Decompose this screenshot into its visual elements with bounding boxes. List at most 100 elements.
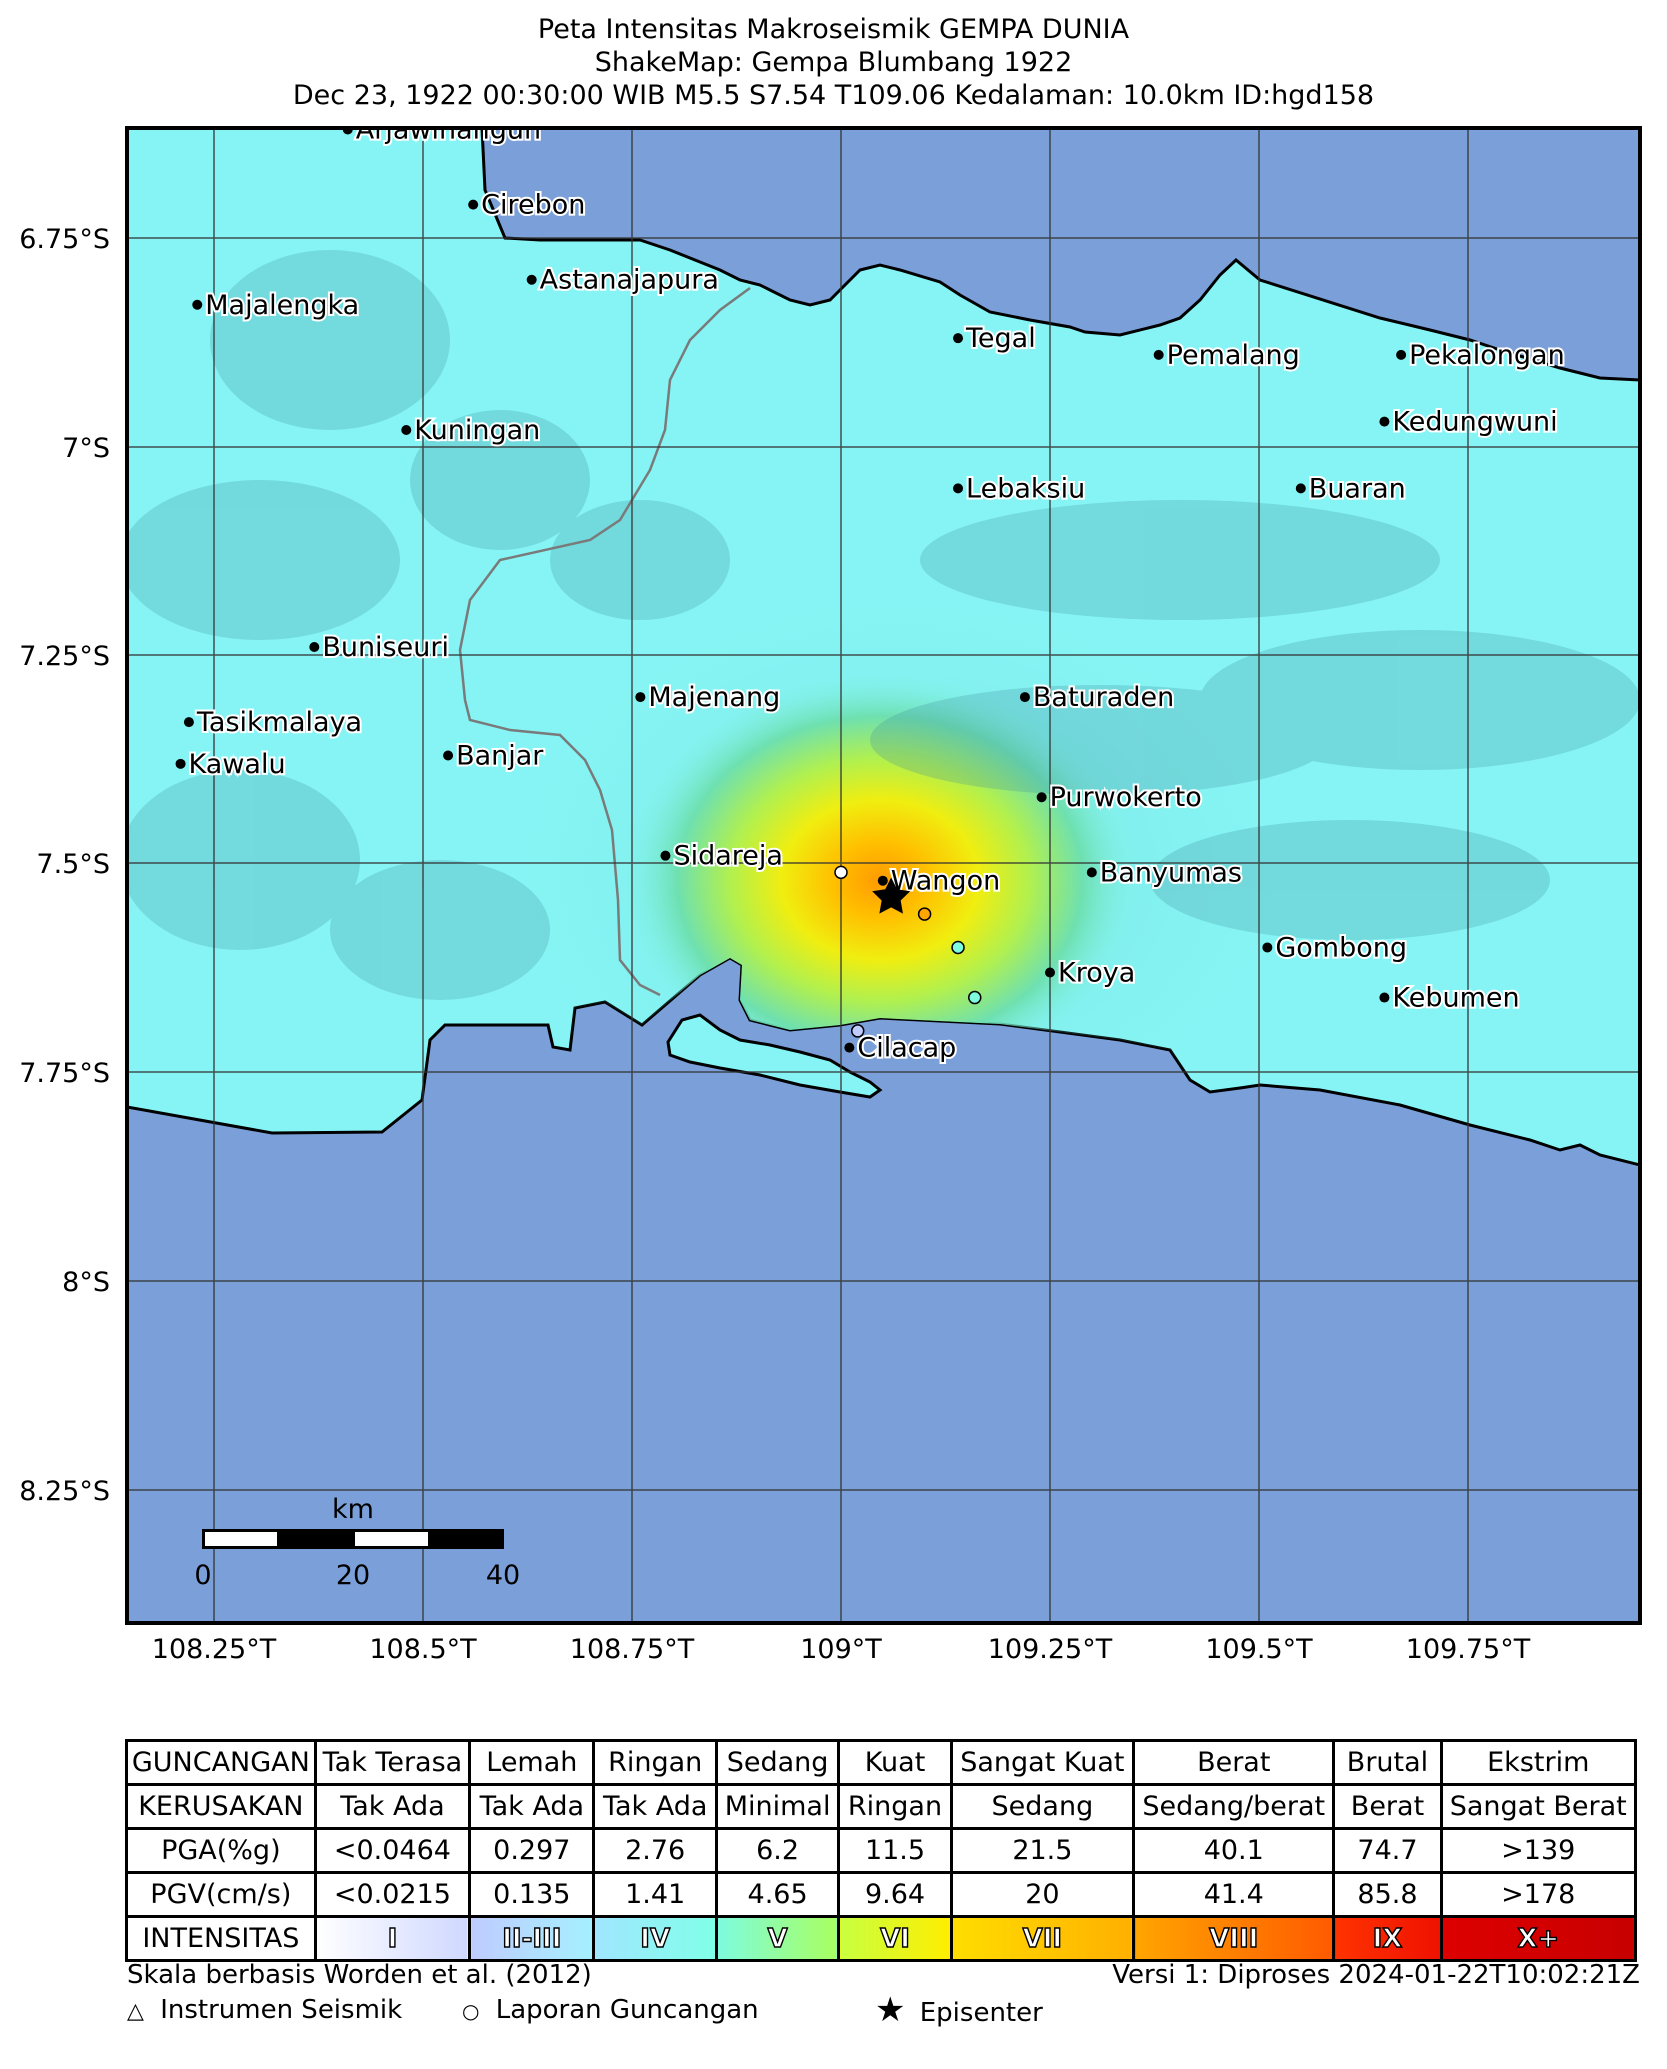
- instrument-label: Instrumen Seismik: [160, 1995, 403, 2025]
- report-marker: [850, 1024, 865, 1038]
- report-label: Laporan Guncangan: [495, 1995, 759, 2025]
- legend-cell: 6.2: [714, 1827, 841, 1874]
- triangle-icon: △: [127, 1999, 144, 2024]
- scale-tick-40: 40: [486, 1560, 520, 1591]
- legend-cell: <0.0215: [313, 1871, 472, 1918]
- city-dot: [660, 850, 671, 861]
- city-label: Kroya: [1058, 958, 1135, 989]
- report-marker: [968, 990, 982, 1005]
- legend-cell: Sangat Kuat: [949, 1739, 1136, 1786]
- city-dot: [526, 274, 537, 285]
- legend-report: ○ Laporan Guncangan: [462, 1995, 759, 2026]
- city-label: Lebaksiu: [966, 473, 1085, 504]
- report-marker: [834, 865, 848, 880]
- city-dot: [877, 875, 888, 886]
- legend-cell: Minimal: [714, 1783, 841, 1830]
- legend-cell: Tak Ada: [313, 1783, 472, 1830]
- legend-cell: Kuat: [837, 1739, 953, 1786]
- shakemap: Arjawinangun Cirebon Astanajapura Majalengk…: [19, 126, 1642, 1665]
- legend-cell: 40.1: [1132, 1827, 1336, 1874]
- city-dot: [1086, 867, 1097, 878]
- city-label: Majenang: [648, 682, 780, 713]
- legend-cell: 2.76: [592, 1827, 718, 1874]
- legend-cell: 1.41: [592, 1871, 718, 1918]
- scale-tick-20: 20: [336, 1560, 370, 1591]
- shaking-reports: [834, 865, 982, 1038]
- latitude-labels: 6.75°S 7°S 7.25°S 7.5°S 7.75°S 8°S 8.25°…: [19, 224, 110, 1507]
- city-labels: Arjawinangun Cirebon Astanajapura Majalengk…: [175, 128, 1567, 1066]
- event-info: Dec 23, 1922 00:30:00 WIB M5.5 S7.54 T10…: [292, 80, 1375, 111]
- scale-bar: km 0 20 40: [194, 1494, 520, 1591]
- city-dot: [1036, 792, 1047, 803]
- intensity-legend-table: GUNCANGAN Tak Terasa Lemah Ringan Sedang Kuat…: [125, 1739, 1638, 1962]
- lat-label: 8.25°S: [19, 1476, 110, 1507]
- city-label: Sidareja: [673, 841, 783, 872]
- lat-label: 7°S: [62, 433, 110, 464]
- legend-cell: 41.4: [1132, 1871, 1336, 1918]
- legend-cell: Ekstrim: [1439, 1739, 1638, 1786]
- city-label: Kedungwuni: [1392, 407, 1557, 438]
- city-label: Kebumen: [1392, 983, 1519, 1014]
- city-dot: [1379, 416, 1390, 427]
- province-border: [458, 286, 751, 997]
- legend-cell: 0.297: [468, 1827, 596, 1874]
- legend-cell: Berat: [1332, 1783, 1443, 1830]
- legend-cell: Ringan: [837, 1783, 953, 1830]
- star-icon: ★: [875, 1990, 906, 2030]
- intensity-swatch: X+: [1439, 1915, 1638, 1962]
- legend-instrument: △ Instrumen Seismik: [127, 1995, 402, 2027]
- city-label: Tasikmalaya: [196, 707, 362, 738]
- city-dot: [953, 483, 964, 494]
- city-label: Gombong: [1275, 932, 1407, 963]
- circle-icon: ○: [462, 1999, 480, 2023]
- city-label: Banjar: [456, 740, 544, 771]
- legend-cell: >139: [1439, 1827, 1638, 1874]
- intensity-swatch: VI: [837, 1915, 953, 1962]
- city-label: Cilacap: [857, 1033, 956, 1064]
- longitude-labels: 108.25°T 108.5°T 108.75°T 109°T 109.25°T…: [152, 1634, 1531, 1665]
- city-label: Buniseuri: [322, 632, 449, 663]
- lon-label: 109.5°T: [1205, 1634, 1313, 1665]
- legend-cell: Sedang: [949, 1783, 1136, 1830]
- legend-row-header: KERUSAKAN: [125, 1783, 317, 1830]
- legend-cell: Ringan: [592, 1739, 718, 1786]
- lat-label: 6.75°S: [19, 224, 110, 255]
- city-dot: [468, 199, 479, 210]
- legend-row: PGA(%g) <0.0464 0.297 2.76 6.2 11.5 21.5 40.1 74…: [125, 1827, 1638, 1874]
- legend-cell: Sangat Berat: [1439, 1783, 1638, 1830]
- lon-label: 108.75°T: [570, 1634, 695, 1665]
- scale-tick-0: 0: [194, 1560, 211, 1591]
- intensity-swatch: IX: [1332, 1915, 1443, 1962]
- report-marker: [951, 940, 965, 955]
- lon-label: 109°T: [800, 1634, 882, 1665]
- legend-cell: Tak Terasa: [313, 1739, 472, 1786]
- legend-cell: Berat: [1132, 1739, 1336, 1786]
- lat-label: 8°S: [62, 1267, 110, 1298]
- city-dot: [175, 758, 186, 769]
- legend-cell: 74.7: [1332, 1827, 1443, 1874]
- legend-row: PGV(cm/s) <0.0215 0.135 1.41 4.65 9.64 20 41.4 8…: [125, 1871, 1638, 1918]
- lat-label: 7.5°S: [36, 849, 110, 880]
- legend-row-header: PGA(%g): [125, 1827, 317, 1874]
- map-subtitle: ShakeMap: Gempa Blumbang 1922: [594, 47, 1073, 78]
- city-dot: [844, 1042, 855, 1053]
- lon-label: 108.5°T: [369, 1634, 477, 1665]
- legend-cell: >178: [1439, 1871, 1638, 1918]
- legend-row-header: INTENSITAS: [125, 1915, 317, 1962]
- legend-epicenter: ★ Episenter: [875, 1993, 1043, 2028]
- city-label: Kuningan: [414, 415, 540, 446]
- legend-cell: Lemah: [468, 1739, 596, 1786]
- city-label: Majalengka: [205, 290, 359, 321]
- intensity-swatch: V: [714, 1915, 841, 1962]
- report-marker: [917, 907, 932, 921]
- legend-row: GUNCANGAN Tak Terasa Lemah Ringan Sedang Kuat…: [125, 1739, 1638, 1786]
- city-dot: [953, 333, 964, 344]
- scale-bar-unit: km: [332, 1494, 374, 1525]
- city-label: Baturaden: [1033, 682, 1174, 713]
- legend-row: KERUSAKAN Tak Ada Tak Ada Tak Ada Minimal Rin…: [125, 1783, 1638, 1830]
- island-nusakambangan: [666, 1013, 883, 1099]
- legend-cell: Tak Ada: [592, 1783, 718, 1830]
- city-label: Purwokerto: [1050, 782, 1202, 813]
- city-dot: [1019, 692, 1030, 703]
- lon-label: 108.25°T: [152, 1634, 277, 1665]
